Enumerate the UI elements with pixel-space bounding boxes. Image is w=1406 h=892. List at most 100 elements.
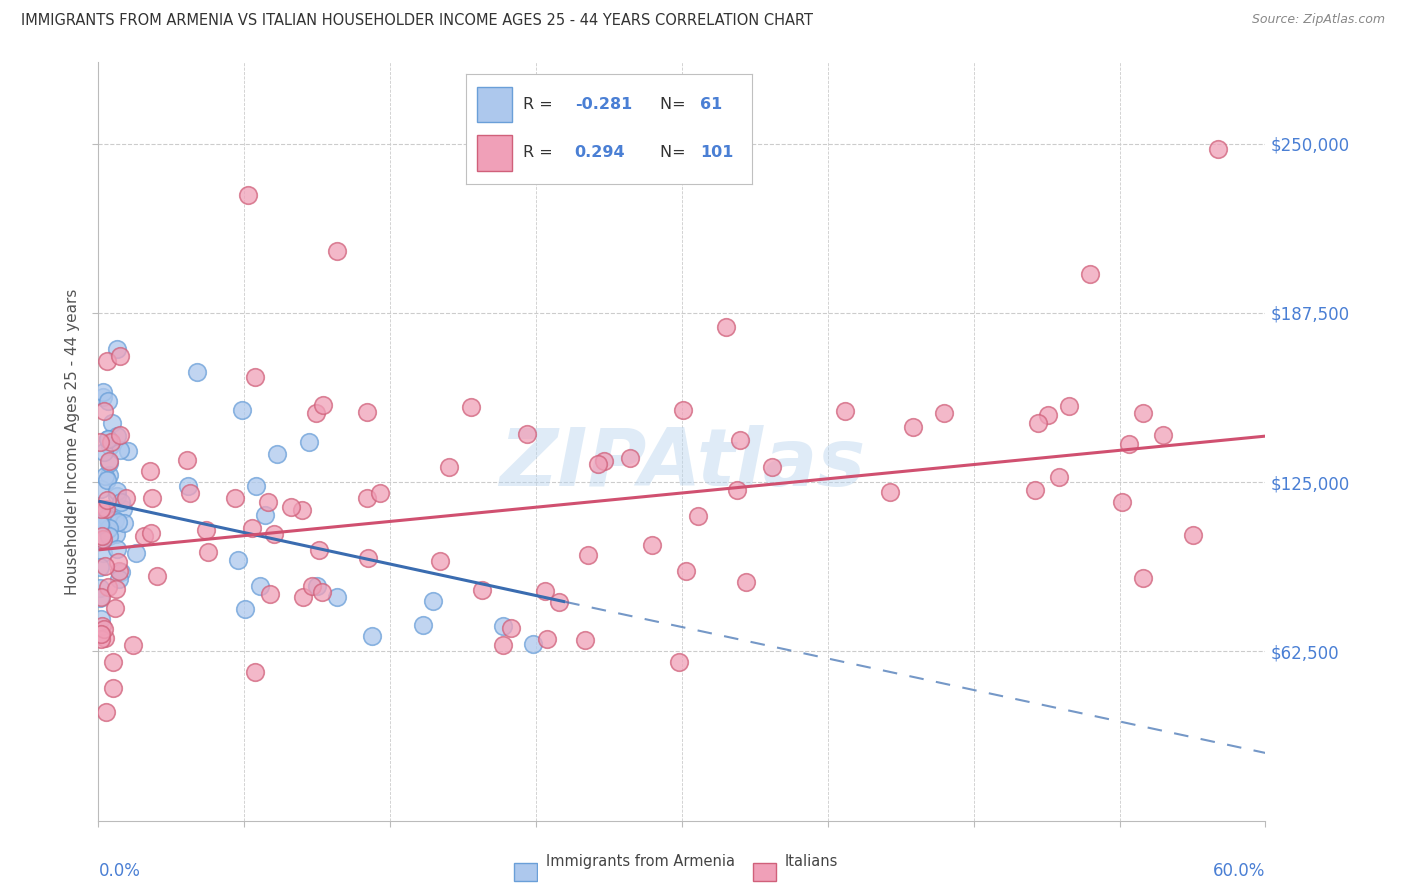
Point (107, 554, 129, 568)
Point (259, 586, 281, 600)
Point (90, 612, 112, 626)
Point (90, 627, 112, 641)
Point (1026, 416, 1049, 430)
Point (1111, 495, 1133, 509)
Y-axis label: Householder Income Ages 25 - 44 years: Householder Income Ages 25 - 44 years (65, 288, 80, 595)
Point (112, 516, 135, 531)
Point (516, 427, 538, 442)
Point (1132, 571, 1154, 585)
Point (97, 432, 120, 446)
Point (879, 484, 901, 499)
Point (245, 370, 267, 384)
Point (714, 319, 737, 334)
Point (311, 584, 333, 599)
Point (499, 621, 522, 635)
Point (91, 384, 114, 399)
Point (186, 365, 208, 379)
Point (668, 655, 690, 669)
Point (901, 419, 924, 434)
Point (1132, 406, 1154, 420)
Point (412, 618, 434, 632)
Point (592, 454, 614, 468)
Point (94, 631, 117, 645)
Point (108, 564, 131, 578)
Point (104, 601, 127, 615)
Point (934, 406, 956, 420)
Point (1036, 408, 1059, 422)
Point (326, 591, 349, 605)
Point (111, 502, 134, 516)
Point (356, 405, 378, 419)
Bar (754, 863, 776, 881)
Point (117, 443, 139, 458)
Point (291, 590, 314, 604)
Point (361, 630, 384, 644)
Point (110, 495, 132, 509)
Point (98, 456, 121, 470)
Point (263, 526, 285, 541)
Point (107, 515, 129, 529)
Point (326, 244, 349, 259)
Point (576, 548, 599, 562)
Point (139, 464, 162, 478)
Point (100, 435, 122, 450)
Point (93, 533, 115, 547)
Point (1024, 483, 1046, 497)
Point (93, 445, 115, 459)
Point (1181, 528, 1204, 542)
Point (90, 632, 112, 647)
Point (94, 558, 117, 573)
Point (91, 618, 114, 632)
Point (98, 454, 121, 468)
Point (90, 529, 112, 543)
Point (115, 491, 138, 505)
Point (108, 443, 131, 458)
Point (104, 582, 127, 597)
Text: Source: ZipAtlas.com: Source: ZipAtlas.com (1251, 13, 1385, 27)
Point (1118, 436, 1140, 450)
Point (238, 188, 260, 202)
Point (231, 403, 253, 417)
Point (305, 406, 328, 420)
Bar (515, 863, 537, 881)
Point (574, 632, 596, 647)
Point (257, 495, 280, 509)
Point (297, 435, 319, 450)
Point (108, 572, 131, 586)
Point (91, 507, 114, 521)
Point (619, 451, 641, 466)
Text: Immigrants from Armenia: Immigrants from Armenia (546, 855, 734, 869)
Point (730, 433, 752, 447)
Point (834, 404, 856, 418)
Point (460, 400, 482, 414)
Point (89, 533, 111, 547)
Point (105, 541, 128, 556)
Point (108, 349, 131, 363)
Point (93, 622, 115, 636)
Point (107, 429, 129, 443)
Point (675, 565, 697, 579)
Point (233, 602, 256, 616)
Point (105, 489, 128, 503)
Point (534, 583, 557, 598)
Point (308, 543, 330, 558)
Point (492, 618, 515, 632)
Point (522, 637, 544, 651)
Point (734, 575, 756, 590)
Point (90, 501, 112, 516)
Point (280, 500, 302, 515)
Point (97, 521, 120, 535)
Point (357, 551, 380, 566)
Point (422, 593, 444, 607)
Point (249, 578, 271, 592)
Point (98, 439, 121, 453)
Point (96, 511, 118, 525)
Point (94, 468, 117, 483)
Point (93, 514, 115, 528)
Point (96, 523, 118, 537)
Text: 0.0%: 0.0% (98, 863, 141, 880)
Point (291, 502, 314, 516)
Point (226, 553, 249, 567)
Point (96, 502, 118, 516)
Point (103, 513, 125, 527)
